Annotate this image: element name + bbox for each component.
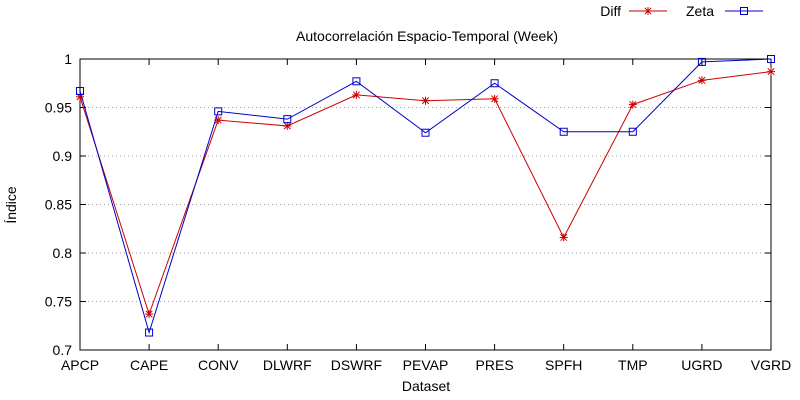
y-axis-label: Índice	[3, 186, 19, 224]
data-point-diff	[145, 310, 154, 319]
x-axis-ticks: APCP CAPE CONV DLWRF DSWRF PEVAP PRES SPFH TMP UG…	[61, 59, 791, 373]
legend-square-marker	[740, 7, 748, 15]
y-tick-label: 0.8	[53, 245, 73, 261]
series-line-diff	[79, 71, 772, 316]
x-tick-label: DLWRF	[263, 357, 312, 373]
y-tick-label: 0.9	[53, 148, 73, 164]
y-axis-ticks: 0.7 0.75 0.8 0.85 0.9 0.95 1	[45, 51, 771, 358]
data-point-zeta	[490, 79, 499, 88]
series-line-zeta	[79, 58, 772, 335]
legend-star-marker	[644, 7, 652, 15]
data-point-diff	[421, 96, 430, 105]
x-tick-label: PEVAP	[403, 357, 449, 373]
x-tick-label: DSWRF	[331, 357, 382, 373]
x-tick-label: APCP	[61, 357, 99, 373]
y-tick-label: 0.85	[45, 197, 72, 213]
data-point-zeta	[283, 115, 292, 124]
legend-label-zeta: Zeta	[686, 3, 714, 19]
data-point-zeta	[76, 87, 84, 96]
x-tick-label: CONV	[198, 357, 239, 373]
x-tick-label: SPFH	[545, 357, 582, 373]
y-tick-label: 0.7	[53, 342, 73, 358]
x-tick-label: VGRD	[751, 357, 791, 373]
data-point-zeta	[214, 107, 223, 116]
data-point-zeta	[421, 128, 430, 137]
y-tick-label: 0.75	[45, 294, 72, 310]
legend-marker-zeta	[740, 7, 748, 15]
series-layer	[76, 55, 775, 337]
data-point-zeta	[559, 127, 568, 136]
data-point-diff	[697, 76, 706, 85]
legend: Diff Zeta	[600, 3, 763, 19]
data-point-zeta	[145, 328, 154, 337]
x-tick-label: TMP	[618, 357, 648, 373]
data-point-zeta	[767, 55, 775, 63]
x-axis-label: Dataset	[402, 378, 450, 394]
data-point-zeta	[628, 127, 637, 136]
data-point-zeta	[697, 57, 706, 66]
legend-label-diff: Diff	[600, 3, 621, 19]
data-point-diff	[283, 121, 292, 130]
data-point-diff	[559, 233, 568, 242]
data-point-diff	[628, 100, 637, 109]
x-tick-label: UGRD	[681, 357, 722, 373]
data-point-diff	[490, 94, 499, 103]
chart-title: Autocorrelación Espacio-Temporal (Week)	[296, 28, 558, 44]
y-tick-label: 1	[64, 51, 72, 67]
y-tick-label: 0.95	[45, 100, 72, 116]
x-tick-label: CAPE	[130, 357, 168, 373]
x-tick-label: PRES	[476, 357, 514, 373]
legend-marker-diff	[644, 7, 652, 15]
data-point-diff	[767, 67, 775, 76]
data-point-zeta	[352, 77, 361, 86]
data-point-diff	[352, 90, 361, 99]
